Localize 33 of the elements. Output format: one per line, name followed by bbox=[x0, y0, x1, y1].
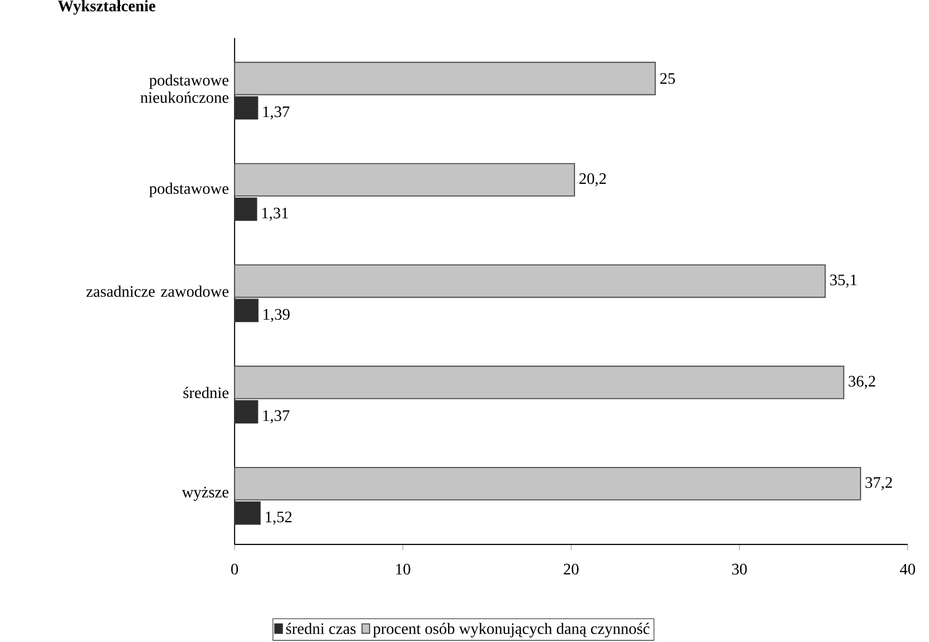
bar bbox=[234, 400, 258, 424]
x-tick-label: 20 bbox=[564, 564, 579, 574]
y-tick-label: średnie bbox=[183, 386, 228, 398]
bar bbox=[234, 162, 576, 196]
x-tick-label: 40 bbox=[900, 564, 916, 574]
legend-label: średni czas bbox=[286, 622, 356, 634]
x-tick-label: 30 bbox=[732, 564, 747, 574]
y-tick-label: podstawowe nieukończone bbox=[140, 74, 228, 103]
y-tick-label: zasadnicze zawodowe bbox=[86, 285, 228, 297]
legend-label: procent osób wykonujących daną czynność bbox=[373, 622, 650, 638]
data-label: 1,39 bbox=[264, 308, 290, 322]
data-label: 1,31 bbox=[262, 208, 288, 221]
data-label: 1,52 bbox=[266, 511, 292, 524]
data-label: 1,37 bbox=[263, 106, 290, 120]
bar bbox=[234, 264, 826, 298]
x-tick-label: 10 bbox=[396, 564, 410, 574]
bar bbox=[234, 62, 656, 96]
y-tick-label: wyższe bbox=[182, 486, 228, 501]
bar bbox=[234, 197, 258, 221]
bar bbox=[234, 466, 862, 500]
data-label: 20,2 bbox=[579, 173, 606, 186]
bar bbox=[234, 96, 258, 120]
data-label: 36,2 bbox=[848, 376, 876, 389]
y-tick-label: podstawowe bbox=[149, 182, 228, 197]
y-axis-title: Wykształcenie bbox=[58, 0, 156, 14]
data-label: 37,2 bbox=[866, 476, 892, 490]
data-label: 1,37 bbox=[263, 410, 290, 424]
bar bbox=[234, 298, 259, 322]
data-label: 25 bbox=[660, 72, 675, 84]
bar bbox=[234, 501, 261, 525]
x-tick-label: 0 bbox=[231, 564, 238, 574]
data-label: 35,1 bbox=[830, 274, 857, 288]
bar bbox=[234, 365, 844, 399]
